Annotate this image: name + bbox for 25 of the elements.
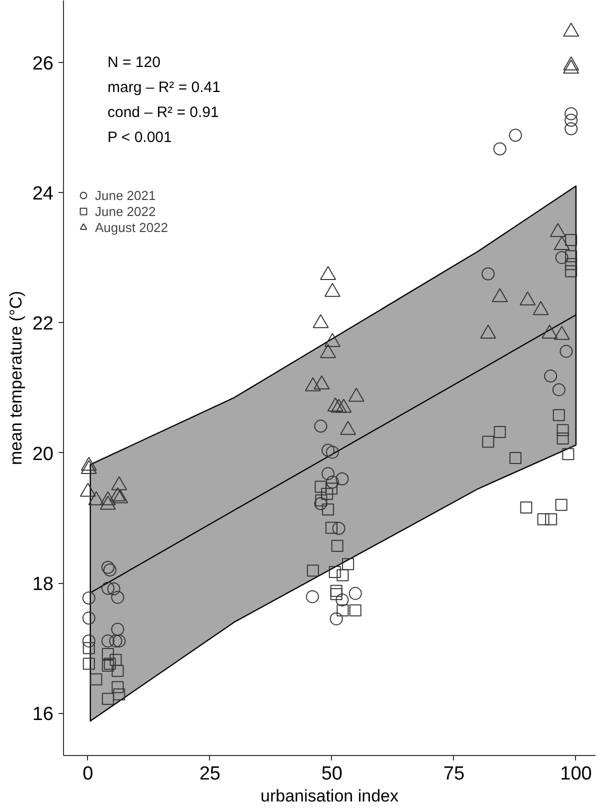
point [564, 122, 578, 136]
y-tick-label: 26 [32, 53, 54, 74]
y-tick-label: 22 [32, 314, 54, 335]
x-tick-label: 100 [560, 764, 592, 784]
x-axis-title: urbanisation index [260, 786, 399, 806]
legend-label: June 2021 [95, 187, 156, 203]
point [493, 142, 506, 156]
annotation: P < 0.001 [108, 129, 172, 146]
legend-label: June 2022 [95, 203, 156, 219]
x-tick-label: 0 [82, 764, 94, 784]
y-tick-label: 16 [32, 704, 54, 726]
point [508, 128, 522, 142]
x-tick-label: 50 [321, 764, 343, 784]
x-tick-label: 75 [443, 764, 465, 784]
annotation: N = 120 [108, 54, 160, 71]
annotation: marg – R² = 0.41 [108, 79, 220, 96]
point [564, 107, 578, 120]
y-tick-label: 20 [32, 444, 54, 465]
y-tick-label: 24 [32, 184, 54, 205]
annotation: cond – R² = 0.91 [108, 104, 219, 121]
y-axis-title: mean temperature (°C) [6, 290, 26, 466]
point [564, 114, 578, 127]
legend-label: August 2022 [95, 219, 168, 235]
x-tick-label: 25 [199, 764, 220, 784]
y-tick-label: 18 [32, 574, 54, 596]
